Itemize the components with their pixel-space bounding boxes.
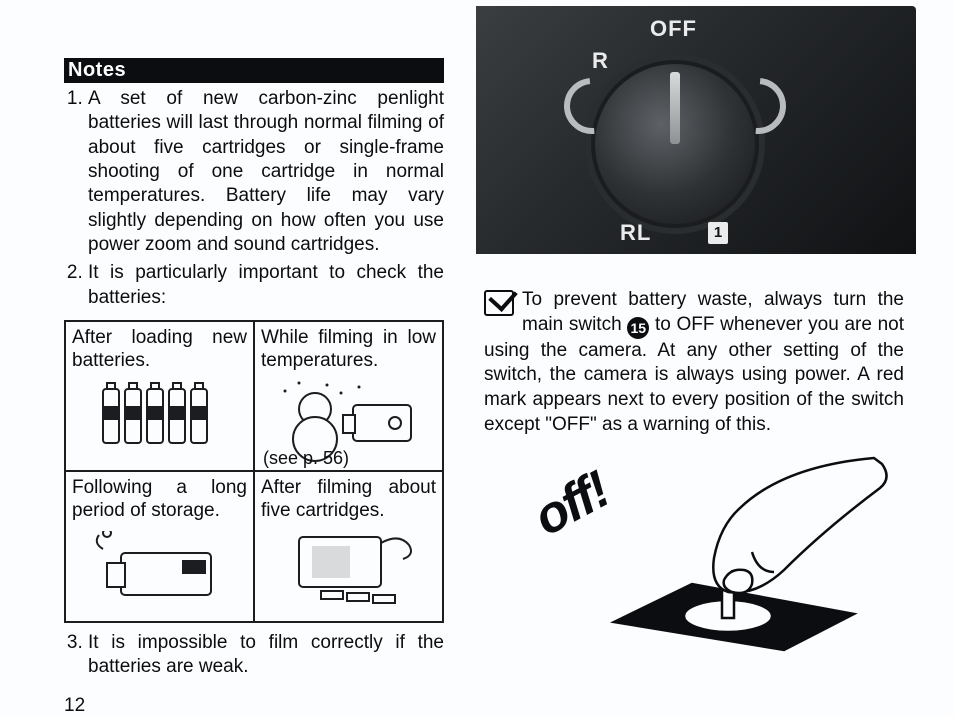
note-1: A set of new carbon-zinc penlight batter… <box>88 87 444 257</box>
notes-list-cont: It is impossible to film correctly if th… <box>64 631 444 684</box>
dial-icon <box>591 60 759 228</box>
batteries-icon <box>95 375 225 465</box>
snowman-camera-illustration: (see p. 56) <box>261 372 436 468</box>
manual-page: Notes A set of new carbon-zinc penlight … <box>0 0 954 704</box>
see-page-ref: (see p. 56) <box>263 448 349 470</box>
cell-text: Following a long period of storage. <box>72 476 247 522</box>
cell-text: After loading new batteries. <box>72 326 247 372</box>
cell-low-temp: While filming in low temperatures. <box>254 321 443 471</box>
stored-camera-illustration <box>72 523 247 619</box>
batteries-illustration <box>72 372 247 468</box>
note-3: It is impossible to film correctly if th… <box>88 631 444 680</box>
left-column: Notes A set of new carbon-zinc penlight … <box>64 58 444 686</box>
right-column: OFF R RL 1 To prevent battery waste, alw… <box>484 58 924 686</box>
cell-text: After filming about five cartridges. <box>261 476 436 522</box>
tip-paragraph: To prevent battery waste, always turn th… <box>484 288 904 438</box>
check-icon <box>484 290 514 316</box>
cartridges-icon <box>269 529 429 613</box>
table-row: Following a long period of storage. <box>65 471 443 621</box>
cell-text: While filming in low temperatures. <box>261 326 436 372</box>
cell-five-cartridges: After filming about five cartridges. <box>254 471 443 621</box>
cartridges-illustration <box>261 523 436 619</box>
dial-label-one: 1 <box>708 222 728 244</box>
dial-label-off: OFF <box>650 16 697 42</box>
page-number: 12 <box>64 695 444 717</box>
notes-list: A set of new carbon-zinc penlight batter… <box>64 87 444 314</box>
cell-loading-batteries: After loading new batteries. <box>65 321 254 471</box>
dial-label-r: R <box>592 48 609 74</box>
off-illustration: off! <box>484 452 904 662</box>
hand-dial-icon <box>484 452 904 662</box>
table-row: After loading new batteries. <box>65 321 443 471</box>
battery-check-table: After loading new batteries. <box>64 320 444 623</box>
cell-storage: Following a long period of storage. <box>65 471 254 621</box>
main-switch-photo: OFF R RL 1 <box>476 6 916 254</box>
notes-heading: Notes <box>64 58 444 83</box>
dial-label-rl: RL <box>620 220 651 246</box>
note-2: It is particularly important to check th… <box>88 261 444 310</box>
storage-icon <box>85 531 235 611</box>
circled-ref-icon: 15 <box>627 317 649 339</box>
